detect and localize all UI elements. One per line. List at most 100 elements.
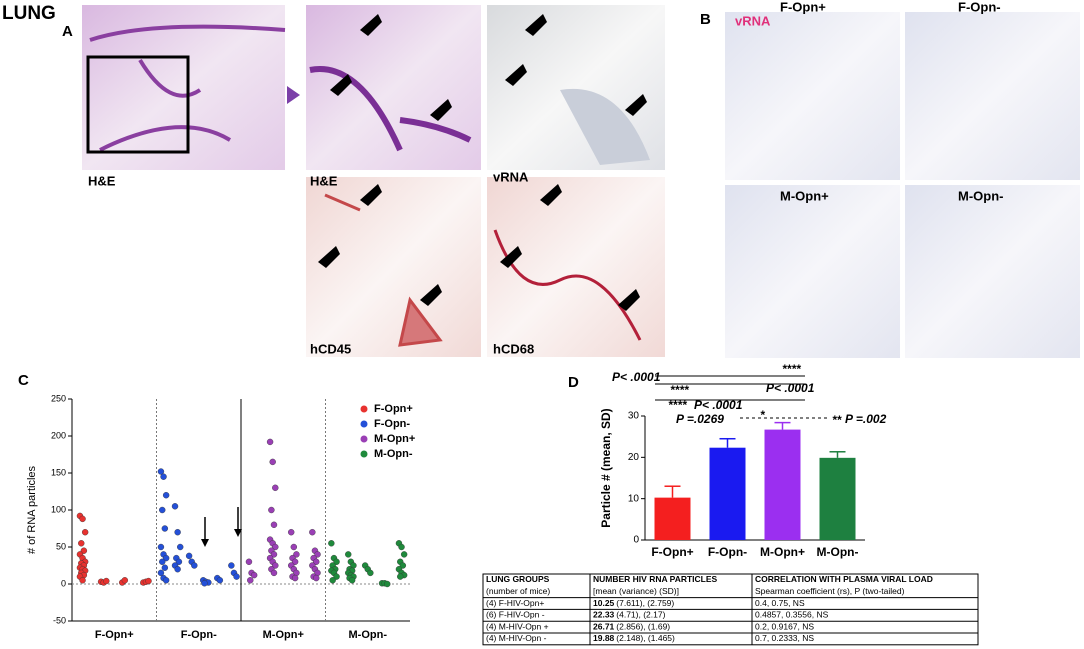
data-point xyxy=(269,458,276,466)
y-tick-label: 10 xyxy=(628,493,640,504)
data-point xyxy=(314,551,321,558)
table-cell: 0.2, 0.9167, NS xyxy=(755,621,814,631)
panel-label: B xyxy=(700,11,711,28)
legend-label: F-Opn+ xyxy=(374,403,413,415)
data-point xyxy=(400,551,408,558)
x-tick-label: M-Opn+ xyxy=(760,545,805,559)
legend-swatch xyxy=(360,405,368,413)
panel-label: D xyxy=(568,374,579,391)
data-point xyxy=(81,529,89,536)
stats-table: LUNG GROUPS NUMBER HIV RNA PARTICLES CORRE… xyxy=(482,573,979,646)
histology-image xyxy=(905,185,1080,358)
table-cell: 0.4857, 0.3556, NS xyxy=(755,610,829,620)
image-caption: H&E xyxy=(310,173,338,188)
bar xyxy=(654,497,691,540)
data-point xyxy=(367,569,374,577)
data-point xyxy=(228,562,235,569)
data-point xyxy=(78,540,85,547)
table-cell: (2.856), (1.69) xyxy=(616,621,670,631)
annotation: **** xyxy=(668,398,688,412)
table-cell: (4) F-HIV-Opn+ xyxy=(486,598,544,608)
table-cell: 0.4, 0.75, NS xyxy=(755,598,805,608)
table-cell-bold: 22.33 xyxy=(593,610,615,620)
data-point xyxy=(272,484,279,491)
table-cell: (7.611), (2.759) xyxy=(616,598,674,608)
data-point xyxy=(329,577,336,584)
x-tick-label: F-Opn+ xyxy=(651,545,693,559)
data-point xyxy=(309,529,316,536)
table-cell-bold: 26.71 xyxy=(593,621,615,631)
data-point xyxy=(348,577,356,584)
table-cell: (4) M-HIV-Opn - xyxy=(486,633,547,643)
data-point xyxy=(233,573,240,580)
data-point xyxy=(384,580,391,588)
data-point xyxy=(266,438,274,446)
data-point xyxy=(272,543,279,551)
y-tick-label: 150 xyxy=(51,467,66,477)
data-point xyxy=(247,577,254,584)
image-caption: M-Opn- xyxy=(958,188,1003,203)
data-point xyxy=(174,529,181,536)
image-caption: M-Opn+ xyxy=(780,188,829,203)
data-point xyxy=(216,577,224,584)
significance-brackets xyxy=(655,375,830,419)
data-point xyxy=(293,551,300,558)
tissue xyxy=(324,193,443,347)
bar xyxy=(819,457,856,540)
x-tick-label: M-Opn- xyxy=(349,629,388,641)
annotation: P =.0269 xyxy=(676,412,724,426)
stain-label: vRNA xyxy=(735,13,771,28)
data-point xyxy=(270,521,278,528)
y-axis-label: Particle # (mean, SD) xyxy=(599,408,613,527)
y-tick-label: 200 xyxy=(51,430,66,440)
table-cell: 0.7, 0.2333, NS xyxy=(755,633,814,643)
legend-label: M-Opn- xyxy=(374,448,413,460)
annotation: **** xyxy=(782,362,802,376)
data-point xyxy=(201,580,208,587)
data-point xyxy=(175,558,183,565)
arrow xyxy=(234,529,242,537)
bar xyxy=(709,447,746,540)
data-point xyxy=(159,506,166,514)
x-tick-label: M-Opn- xyxy=(817,545,859,559)
table-cell: (4.71), (2.17) xyxy=(616,610,665,620)
data-point xyxy=(313,558,320,565)
image-caption: hCD45 xyxy=(310,341,351,356)
data-point xyxy=(177,543,184,551)
y-tick-label: 0 xyxy=(633,535,639,546)
annotation: P< .0001 xyxy=(766,381,815,395)
panel-label: C xyxy=(18,372,29,389)
histology-image xyxy=(306,177,481,357)
x-tick-label: F-Opn+ xyxy=(95,629,134,641)
annotation: P =.002 xyxy=(845,412,887,426)
figure-title: LUNG xyxy=(2,3,56,24)
table-header: (number of mice) xyxy=(486,586,550,596)
y-tick-label: 100 xyxy=(51,504,66,514)
annotation: P< .0001 xyxy=(612,370,661,384)
y-tick-label: 50 xyxy=(56,541,66,551)
data-point xyxy=(162,577,170,584)
histology-image xyxy=(487,177,665,357)
image-caption: F-Opn+ xyxy=(780,0,826,14)
zoom-box xyxy=(86,55,190,154)
data-point xyxy=(79,515,86,523)
data-point xyxy=(121,577,129,584)
data-point xyxy=(270,551,278,558)
table-header: LUNG GROUPS xyxy=(486,574,550,584)
image-caption: hCD68 xyxy=(493,341,534,356)
annotation: P< .0001 xyxy=(694,398,743,412)
histology-image xyxy=(306,5,481,170)
data-point xyxy=(174,566,181,573)
data-point xyxy=(145,577,152,585)
table-header: NUMBER HIV RNA PARTICLES xyxy=(593,574,718,584)
data-point xyxy=(159,558,166,565)
image-caption: vRNA xyxy=(493,169,529,184)
data-point xyxy=(328,540,335,547)
arrows xyxy=(318,14,647,311)
table-header: CORRELATION WITH PLASMA VIRAL LOAD xyxy=(755,574,933,584)
y-tick-label: 30 xyxy=(628,411,640,422)
data-point xyxy=(268,506,275,514)
y-tick-label: 20 xyxy=(628,452,640,463)
data-point xyxy=(160,473,167,480)
